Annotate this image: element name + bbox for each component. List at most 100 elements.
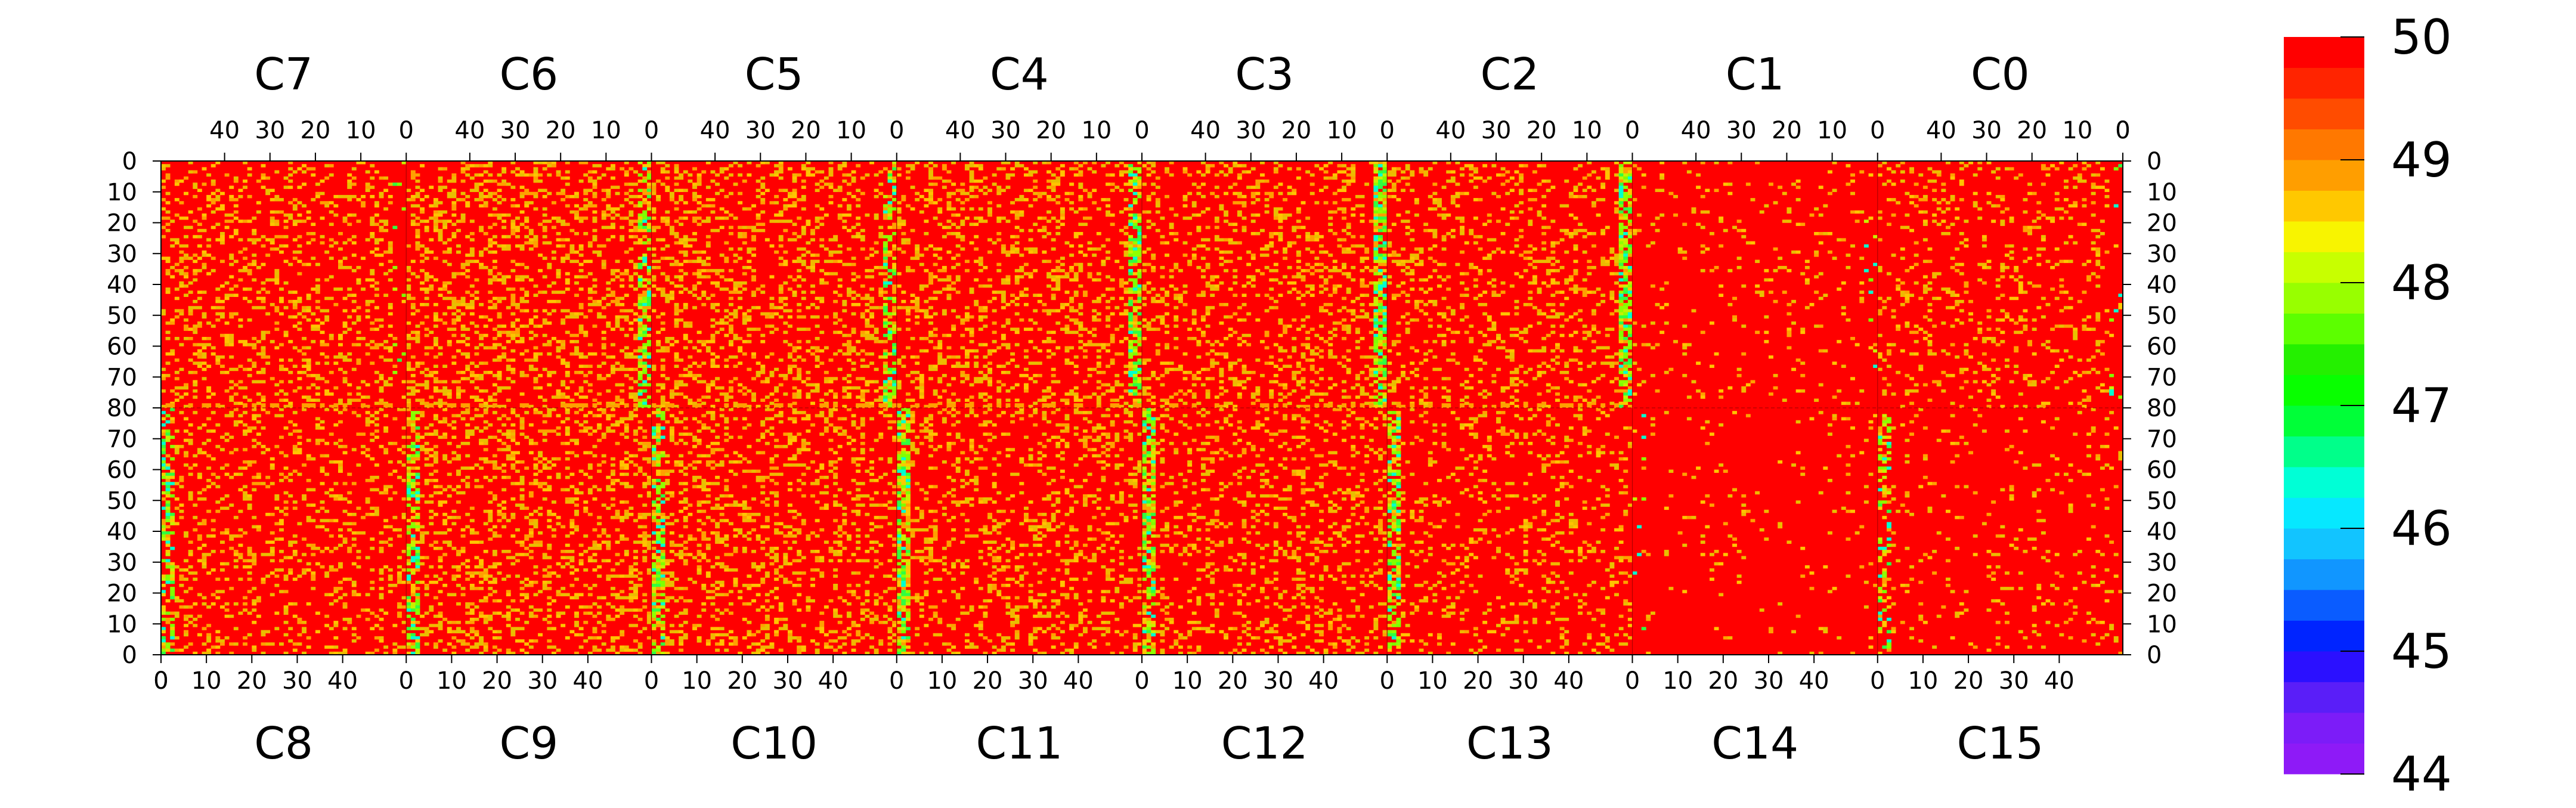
heatmap-cell [1382,281,1388,285]
heatmap-cell [724,358,729,362]
heatmap-cell [937,210,943,214]
heatmap-cell [896,247,902,251]
heatmap-cell [601,330,606,335]
heatmap-cell [1128,352,1134,356]
heatmap-cell [583,259,589,264]
heatmap-cell [846,374,852,377]
heatmap-cell [933,164,938,168]
heatmap-cell [528,278,534,282]
heatmap-cell [892,161,897,165]
heatmap-cell [374,343,379,346]
heatmap-cell [846,247,852,251]
heatmap-cell [456,315,461,319]
heatmap-cell [311,327,316,331]
heatmap-cell [438,210,443,214]
heatmap-cell [528,191,534,196]
heatmap-cell [874,213,879,217]
heatmap-cell [597,315,602,319]
heatmap-cell [465,235,470,239]
heatmap-cell [674,352,679,356]
heatmap-cell [996,216,1002,220]
heatmap-cell [865,380,870,383]
heatmap-cell [801,290,806,294]
heatmap-cell [1083,293,1088,297]
heatmap-cell [1155,204,1160,208]
heatmap-cell [683,336,688,340]
heatmap-cell [265,188,271,193]
heatmap-cell [347,198,352,202]
heatmap-cell [778,284,784,288]
heatmap-cell [1360,269,1365,273]
heatmap-cell [756,222,761,226]
heatmap-cell [247,167,252,171]
heatmap-cell [506,364,511,369]
heatmap-cell [424,228,429,233]
heatmap-cell [1137,312,1143,316]
heatmap-cell [851,330,856,335]
heatmap-cell [565,278,570,282]
heatmap-cell [1051,238,1056,242]
heatmap-cell [565,256,570,260]
heatmap-cell [202,315,207,319]
heatmap-cell [565,161,570,165]
heatmap-cell [574,204,579,208]
heatmap-cell [628,222,634,226]
heatmap-cell [465,343,470,346]
heatmap-cell [1337,238,1342,242]
heatmap-cell [878,287,884,291]
heatmap-cell [1137,241,1143,245]
heatmap-cell [243,179,247,183]
heatmap-cell [261,262,266,267]
heatmap-cell [510,296,516,301]
heatmap-cell [719,318,724,322]
heatmap-cell [792,176,797,180]
heatmap-cell [265,312,271,316]
heatmap-cell [1073,395,1079,399]
heatmap-cell [910,207,915,211]
heatmap-cell [497,272,502,275]
heatmap-cell [569,403,575,408]
heatmap-cell [883,318,888,322]
heatmap-cell [542,275,547,278]
heatmap-cell [379,398,384,402]
heatmap-cell [342,355,348,359]
heatmap-cell [469,284,475,288]
heatmap-cell [442,287,448,291]
heatmap-cell [756,228,761,233]
heatmap-cell [692,198,697,202]
heatmap-cell [869,247,874,251]
heatmap-cell [1064,290,1070,294]
heatmap-cell [1001,383,1006,387]
heatmap-cell [792,386,797,390]
heatmap-cell [919,287,924,291]
heatmap-cell [174,269,179,273]
heatmap-cell [433,216,438,220]
heatmap-cell [302,182,307,186]
heatmap-cell [833,392,838,396]
heatmap-cell [469,306,475,309]
heatmap-cell [742,392,747,396]
heatmap-cell [955,398,961,402]
heatmap-cell [1046,284,1051,288]
heatmap-cell [320,340,325,343]
heatmap-cell [406,296,411,301]
heatmap-cell [401,293,407,297]
heatmap-cell [778,256,784,260]
heatmap-cell [624,318,629,322]
heatmap-cell [424,194,429,199]
heatmap-cell [869,269,874,273]
heatmap-cell [252,259,257,264]
heatmap-cell [238,188,243,193]
heatmap-cell [510,330,516,335]
heatmap-cell [915,377,920,380]
heatmap-cell [823,259,829,264]
heatmap-cell [438,380,443,383]
heatmap-cell [506,333,511,338]
heatmap-cell [215,188,221,193]
heatmap-cell [606,225,611,230]
heatmap-cell [256,238,261,242]
heatmap-cell [1165,170,1169,174]
heatmap-cell [174,315,179,319]
heatmap-cell [492,374,497,377]
heatmap-cell [987,383,992,387]
